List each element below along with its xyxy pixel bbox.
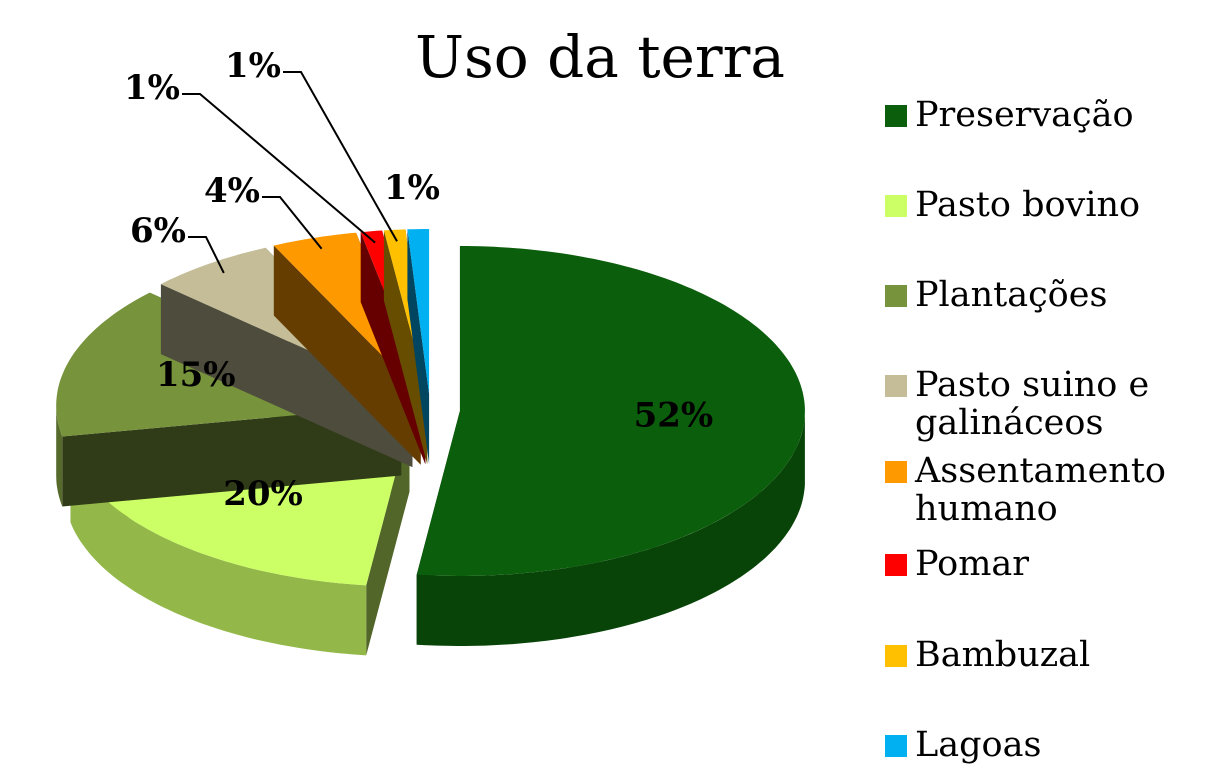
- slice-wall: [416, 411, 805, 646]
- pie-slice: [416, 246, 805, 646]
- slice-side: [273, 245, 421, 465]
- legend-swatch: [885, 195, 907, 217]
- legend-swatch: [885, 735, 907, 757]
- legend-label: Pomar: [915, 544, 1029, 584]
- legend-swatch: [885, 105, 907, 127]
- legend-label: Lagoas: [915, 725, 1042, 765]
- data-label: 1%: [124, 68, 180, 108]
- chart-title: Uso da terra: [415, 23, 785, 91]
- slice-top: [416, 246, 805, 576]
- legend-entry: Pasto bovino: [885, 186, 1205, 224]
- data-label: 52%: [634, 395, 714, 435]
- data-label: 4%: [204, 171, 260, 211]
- slice-side: [360, 232, 426, 465]
- legend-swatch: [885, 645, 907, 667]
- legend-entry: Pasto suino e galináceos: [885, 366, 1205, 442]
- legend-entry: Plantações: [885, 276, 1205, 314]
- legend-label: Pasto bovino: [915, 185, 1141, 225]
- legend-label: Preservação: [915, 95, 1134, 135]
- data-label: 20%: [223, 474, 303, 514]
- legend-entry: Bambuzal: [885, 636, 1205, 674]
- slice-side: [383, 230, 428, 465]
- leader-line: [283, 71, 398, 242]
- slice-top: [407, 229, 430, 394]
- pie-slice: [407, 229, 430, 464]
- slice-side: [407, 229, 430, 464]
- slice-side: [160, 284, 413, 468]
- slice-wall: [70, 452, 367, 656]
- legend-swatch: [885, 554, 907, 576]
- leader-line: [188, 236, 225, 274]
- slice-wall: [56, 405, 63, 507]
- legend-label: Plantações: [915, 275, 1108, 315]
- data-label: 1%: [384, 168, 440, 208]
- legend-entry: Assentamento humano: [885, 452, 1205, 528]
- data-label: 6%: [130, 211, 186, 251]
- legend-swatch: [885, 375, 907, 397]
- legend-label: Bambuzal: [915, 635, 1091, 675]
- legend-swatch: [885, 461, 907, 483]
- legend-entry: Lagoas: [885, 726, 1205, 764]
- legend-label: Assentamento humano: [915, 451, 1166, 529]
- leader-line: [182, 93, 376, 244]
- data-label: 15%: [156, 355, 236, 395]
- legend-swatch: [885, 285, 907, 307]
- legend-entry: Pomar: [885, 545, 1205, 583]
- legend-label: Pasto suino e galináceos: [915, 365, 1150, 443]
- legend-entry: Preservação: [885, 96, 1205, 134]
- data-label: 1%: [225, 46, 281, 86]
- leader-line: [262, 196, 323, 250]
